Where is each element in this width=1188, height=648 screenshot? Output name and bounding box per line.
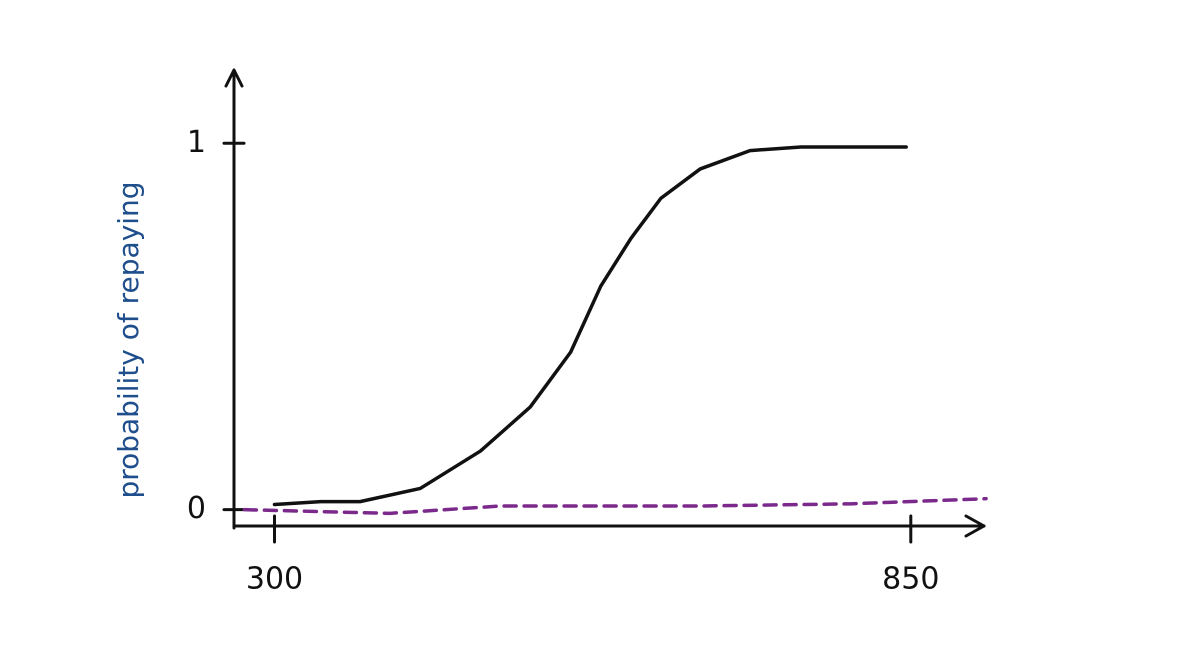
y-tick-label: 1 <box>187 125 206 160</box>
x-tick-label: 850 <box>882 562 939 597</box>
x-axis-arrow <box>964 514 986 538</box>
y-tick-label: 0 <box>187 491 206 526</box>
line <box>272 145 908 507</box>
y-axis-label: probability of repaying <box>112 181 145 498</box>
y-axis-arrow <box>224 68 244 88</box>
x-tick-label: 300 <box>246 562 303 597</box>
line <box>242 496 988 516</box>
axes <box>224 68 986 538</box>
